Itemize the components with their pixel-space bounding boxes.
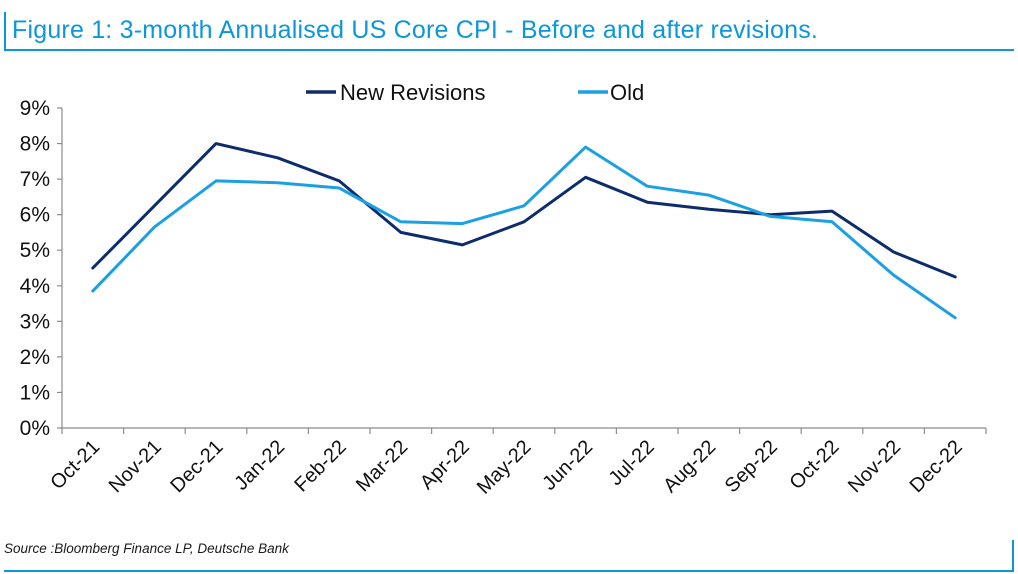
x-tick-label: Apr-22 (416, 436, 474, 494)
title-accent-bar (4, 12, 6, 50)
x-tick-label: Oct-21 (46, 436, 104, 494)
y-tick-label: 3% (20, 310, 50, 333)
y-tick-label: 4% (20, 275, 50, 298)
title-underline (4, 49, 1014, 51)
x-tick-label: Feb-22 (290, 436, 350, 496)
y-tick-label: 9% (20, 97, 50, 120)
y-tick-label: 1% (20, 381, 50, 404)
x-tick-label: Jan-22 (230, 436, 289, 495)
x-tick-label: Dec-22 (906, 436, 967, 497)
y-tick-label: 5% (20, 239, 50, 262)
y-tick-label: 0% (20, 417, 50, 440)
x-tick-label: Dec-21 (166, 436, 227, 497)
series-line-new-revisions (91, 142, 957, 279)
figure-title-bar: Figure 1: 3-month Annualised US Core CPI… (0, 8, 1018, 51)
x-tick-label: Mar-22 (352, 436, 412, 496)
footer-rule (4, 570, 1014, 572)
legend-label-new-revisions: New Revisions (340, 80, 486, 105)
x-tick-label: Oct-22 (786, 436, 844, 494)
x-tick-label: Sep-22 (721, 436, 782, 497)
y-tick-label: 7% (20, 168, 50, 191)
source-note: Source :Bloomberg Finance LP, Deutsche B… (4, 541, 289, 556)
y-tick-label: 2% (20, 346, 50, 369)
figure-title: Figure 1: 3-month Annualised US Core CPI… (12, 16, 819, 44)
y-tick-label: 6% (20, 204, 50, 227)
y-tick-label: 8% (20, 133, 50, 156)
x-tick-label: Nov-21 (105, 436, 166, 497)
footer-accent-bar (1012, 540, 1014, 572)
series-line-old (91, 145, 957, 320)
x-tick-label: May-22 (473, 436, 536, 499)
x-tick-label: Nov-22 (844, 436, 905, 497)
x-tick-label: Jun-22 (538, 436, 597, 495)
x-tick-label: Jul-22 (605, 436, 659, 490)
legend-label-old: Old (610, 80, 644, 105)
x-tick-label: Aug-22 (659, 436, 720, 497)
